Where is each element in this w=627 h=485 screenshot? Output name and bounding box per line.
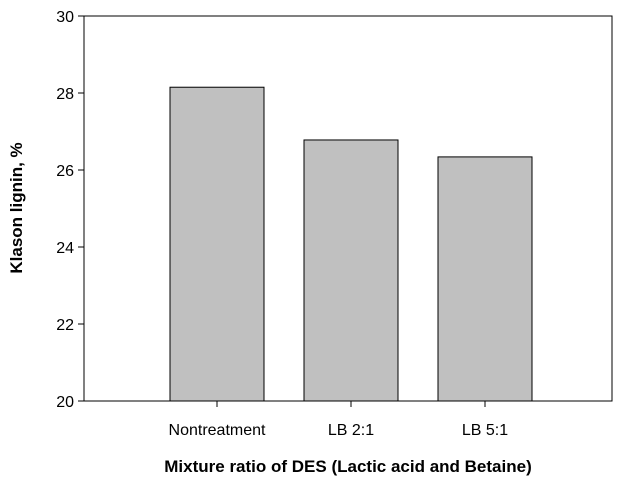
y-tick-label: 30 <box>56 9 74 26</box>
x-tick-label: LB 2:1 <box>328 422 374 439</box>
y-tick-label: 20 <box>56 394 74 411</box>
x-axis-title: Mixture ratio of DES (Lactic acid and Be… <box>164 457 531 476</box>
y-axis-title: Klason lignin, % <box>7 142 26 273</box>
x-axis-tick-labels: Nontreatment LB 2:1 LB 5:1 <box>169 401 508 439</box>
y-tick-label: 24 <box>56 240 74 257</box>
bar-lb-2-1 <box>303 139 399 402</box>
y-tick-label: 26 <box>56 163 74 180</box>
y-tick-label: 22 <box>56 317 74 334</box>
x-tick-label: Nontreatment <box>169 422 266 439</box>
bars <box>169 86 533 402</box>
x-tick-label: LB 5:1 <box>462 422 508 439</box>
bar-lb-5-1 <box>437 156 533 402</box>
bar-nontreatment <box>169 86 265 402</box>
y-tick-label: 28 <box>56 86 74 103</box>
plot-frame <box>83 15 613 402</box>
y-axis-ticks: 20 22 24 26 28 30 <box>56 9 84 411</box>
